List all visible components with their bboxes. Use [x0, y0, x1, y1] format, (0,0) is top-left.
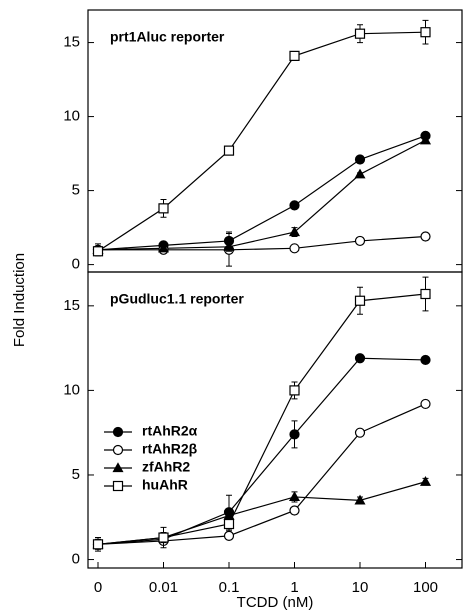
series-line — [97, 31, 426, 252]
y-tick-label: 0 — [72, 256, 80, 273]
marker — [288, 491, 301, 502]
marker — [354, 154, 366, 165]
marker — [354, 353, 366, 364]
marker — [289, 429, 300, 440]
marker — [354, 427, 366, 438]
y-tick-label: 15 — [63, 34, 80, 51]
marker — [420, 27, 431, 38]
marker — [288, 226, 301, 237]
series-line — [97, 357, 426, 545]
marker — [420, 398, 431, 410]
marker — [289, 200, 300, 211]
x-axis-label: TCDD (nM) — [237, 594, 314, 611]
marker — [158, 203, 169, 214]
marker — [289, 243, 300, 254]
series-line — [97, 135, 426, 251]
marker — [223, 241, 235, 251]
y-tick-label: 10 — [63, 108, 80, 125]
marker — [354, 494, 366, 505]
y-axis-label: Fold Induction — [11, 253, 28, 347]
y-tick-label: 15 — [63, 297, 80, 314]
marker — [223, 518, 235, 530]
marker — [289, 50, 300, 61]
marker — [223, 530, 235, 541]
marker — [158, 532, 169, 543]
marker — [354, 28, 366, 39]
x-tick-label: 0.1 — [219, 579, 240, 596]
legend-marker — [112, 462, 124, 473]
marker — [420, 231, 431, 242]
marker — [420, 288, 431, 300]
series-line — [97, 403, 426, 545]
x-tick-label: 0.01 — [149, 579, 178, 596]
marker — [420, 354, 431, 366]
marker — [289, 385, 300, 396]
y-tick-label: 5 — [72, 182, 80, 199]
y-tick-label: 10 — [63, 381, 80, 398]
legend-label: huAhR — [142, 477, 188, 493]
series-line — [97, 139, 426, 251]
x-tick-label: 100 — [413, 579, 438, 596]
legend-label: rtAhR2α — [142, 423, 198, 439]
marker — [354, 168, 366, 179]
marker — [354, 235, 366, 247]
marker — [419, 134, 432, 145]
panel-title: pGudluc1.1 reporter — [110, 291, 244, 307]
y-tick-label: 5 — [72, 466, 80, 483]
marker — [223, 145, 235, 156]
marker — [354, 295, 366, 306]
x-tick-label: 1 — [290, 579, 298, 596]
plot-frame — [87, 271, 463, 569]
x-tick-label: 0 — [94, 579, 102, 596]
legend-marker — [112, 426, 124, 438]
y-tick-label: 0 — [72, 551, 80, 568]
marker — [92, 246, 104, 257]
x-tick-label: 10 — [352, 579, 369, 596]
series-line — [98, 235, 426, 251]
plot-frame — [87, 9, 463, 273]
legend-label: rtAhR2β — [142, 441, 198, 457]
legend-marker — [112, 444, 124, 456]
panel-title: prt1Aluc reporter — [110, 29, 225, 45]
series-line — [97, 293, 426, 545]
legend-label: zfAhR2 — [142, 459, 190, 475]
marker — [157, 242, 170, 253]
marker — [92, 539, 104, 550]
marker — [419, 476, 432, 486]
marker — [289, 505, 300, 516]
legend-marker — [112, 480, 124, 492]
